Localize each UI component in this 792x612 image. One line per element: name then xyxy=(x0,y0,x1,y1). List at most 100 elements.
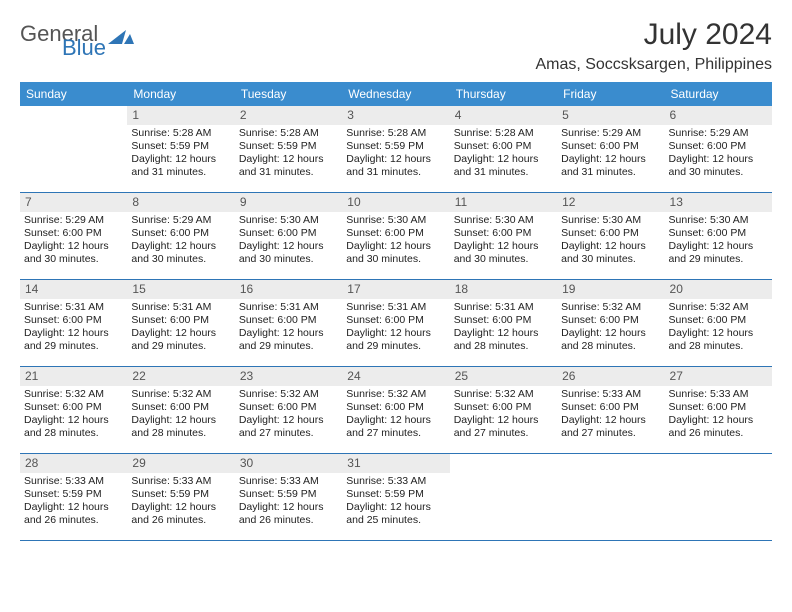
daylight-line: Daylight: 12 hours and 31 minutes. xyxy=(239,153,338,179)
day-body: Sunrise: 5:33 AMSunset: 5:59 PMDaylight:… xyxy=(20,473,127,532)
sunrise-line: Sunrise: 5:32 AM xyxy=(346,388,445,401)
sunrise-line: Sunrise: 5:31 AM xyxy=(454,301,553,314)
sunset-line: Sunset: 6:00 PM xyxy=(239,401,338,414)
day-number: 27 xyxy=(665,367,772,386)
sunrise-line: Sunrise: 5:32 AM xyxy=(131,388,230,401)
day-body: Sunrise: 5:33 AMSunset: 5:59 PMDaylight:… xyxy=(127,473,234,532)
sunset-line: Sunset: 6:00 PM xyxy=(669,314,768,327)
day-number: 20 xyxy=(665,280,772,299)
weekday-header-cell: Wednesday xyxy=(342,82,449,106)
day-number: 13 xyxy=(665,193,772,212)
sunset-line: Sunset: 6:00 PM xyxy=(346,314,445,327)
day-number xyxy=(450,454,557,473)
daylight-line: Daylight: 12 hours and 31 minutes. xyxy=(454,153,553,179)
day-body: Sunrise: 5:32 AMSunset: 6:00 PMDaylight:… xyxy=(342,386,449,445)
weekday-header-cell: Thursday xyxy=(450,82,557,106)
day-number: 22 xyxy=(127,367,234,386)
day-body: Sunrise: 5:30 AMSunset: 6:00 PMDaylight:… xyxy=(342,212,449,271)
sunrise-line: Sunrise: 5:30 AM xyxy=(239,214,338,227)
daylight-line: Daylight: 12 hours and 29 minutes. xyxy=(24,327,123,353)
daylight-line: Daylight: 12 hours and 28 minutes. xyxy=(131,414,230,440)
day-number: 25 xyxy=(450,367,557,386)
sunset-line: Sunset: 5:59 PM xyxy=(346,488,445,501)
month-title: July 2024 xyxy=(535,18,772,52)
sunrise-line: Sunrise: 5:28 AM xyxy=(239,127,338,140)
day-cell: 6Sunrise: 5:29 AMSunset: 6:00 PMDaylight… xyxy=(665,106,772,192)
daylight-line: Daylight: 12 hours and 28 minutes. xyxy=(24,414,123,440)
day-cell: 7Sunrise: 5:29 AMSunset: 6:00 PMDaylight… xyxy=(20,193,127,279)
daylight-line: Daylight: 12 hours and 30 minutes. xyxy=(346,240,445,266)
sunrise-line: Sunrise: 5:28 AM xyxy=(454,127,553,140)
day-number: 5 xyxy=(557,106,664,125)
day-cell: 13Sunrise: 5:30 AMSunset: 6:00 PMDayligh… xyxy=(665,193,772,279)
daylight-line: Daylight: 12 hours and 29 minutes. xyxy=(669,240,768,266)
sunrise-line: Sunrise: 5:29 AM xyxy=(669,127,768,140)
day-body: Sunrise: 5:31 AMSunset: 6:00 PMDaylight:… xyxy=(342,299,449,358)
day-cell: 3Sunrise: 5:28 AMSunset: 5:59 PMDaylight… xyxy=(342,106,449,192)
day-body: Sunrise: 5:28 AMSunset: 5:59 PMDaylight:… xyxy=(235,125,342,184)
sunset-line: Sunset: 6:00 PM xyxy=(669,140,768,153)
week-row: 28Sunrise: 5:33 AMSunset: 5:59 PMDayligh… xyxy=(20,454,772,541)
day-body: Sunrise: 5:28 AMSunset: 6:00 PMDaylight:… xyxy=(450,125,557,184)
day-body: Sunrise: 5:32 AMSunset: 6:00 PMDaylight:… xyxy=(557,299,664,358)
day-number: 12 xyxy=(557,193,664,212)
day-number: 11 xyxy=(450,193,557,212)
sunrise-line: Sunrise: 5:31 AM xyxy=(24,301,123,314)
sunset-line: Sunset: 6:00 PM xyxy=(669,401,768,414)
week-row: 1Sunrise: 5:28 AMSunset: 5:59 PMDaylight… xyxy=(20,106,772,193)
day-number: 18 xyxy=(450,280,557,299)
daylight-line: Daylight: 12 hours and 29 minutes. xyxy=(239,327,338,353)
day-body: Sunrise: 5:32 AMSunset: 6:00 PMDaylight:… xyxy=(127,386,234,445)
sunset-line: Sunset: 6:00 PM xyxy=(454,227,553,240)
day-cell: 8Sunrise: 5:29 AMSunset: 6:00 PMDaylight… xyxy=(127,193,234,279)
day-cell: 26Sunrise: 5:33 AMSunset: 6:00 PMDayligh… xyxy=(557,367,664,453)
day-number: 26 xyxy=(557,367,664,386)
weekday-header-cell: Tuesday xyxy=(235,82,342,106)
day-cell: 29Sunrise: 5:33 AMSunset: 5:59 PMDayligh… xyxy=(127,454,234,540)
day-body: Sunrise: 5:31 AMSunset: 6:00 PMDaylight:… xyxy=(450,299,557,358)
sunset-line: Sunset: 6:00 PM xyxy=(454,401,553,414)
sunset-line: Sunset: 5:59 PM xyxy=(131,488,230,501)
day-number: 1 xyxy=(127,106,234,125)
day-number: 28 xyxy=(20,454,127,473)
day-number xyxy=(665,454,772,473)
weekday-header-cell: Sunday xyxy=(20,82,127,106)
sunrise-line: Sunrise: 5:33 AM xyxy=(131,475,230,488)
sunrise-line: Sunrise: 5:30 AM xyxy=(561,214,660,227)
sunrise-line: Sunrise: 5:31 AM xyxy=(131,301,230,314)
sunset-line: Sunset: 5:59 PM xyxy=(24,488,123,501)
sunrise-line: Sunrise: 5:32 AM xyxy=(239,388,338,401)
day-cell: 25Sunrise: 5:32 AMSunset: 6:00 PMDayligh… xyxy=(450,367,557,453)
sunrise-line: Sunrise: 5:30 AM xyxy=(454,214,553,227)
day-cell: 30Sunrise: 5:33 AMSunset: 5:59 PMDayligh… xyxy=(235,454,342,540)
day-number xyxy=(557,454,664,473)
day-number: 17 xyxy=(342,280,449,299)
day-cell: 4Sunrise: 5:28 AMSunset: 6:00 PMDaylight… xyxy=(450,106,557,192)
day-cell: 31Sunrise: 5:33 AMSunset: 5:59 PMDayligh… xyxy=(342,454,449,540)
day-cell: 10Sunrise: 5:30 AMSunset: 6:00 PMDayligh… xyxy=(342,193,449,279)
day-cell xyxy=(557,454,664,540)
day-number: 9 xyxy=(235,193,342,212)
day-body: Sunrise: 5:30 AMSunset: 6:00 PMDaylight:… xyxy=(235,212,342,271)
day-body: Sunrise: 5:32 AMSunset: 6:00 PMDaylight:… xyxy=(665,299,772,358)
day-number: 23 xyxy=(235,367,342,386)
day-cell: 12Sunrise: 5:30 AMSunset: 6:00 PMDayligh… xyxy=(557,193,664,279)
day-body: Sunrise: 5:29 AMSunset: 6:00 PMDaylight:… xyxy=(20,212,127,271)
day-number: 6 xyxy=(665,106,772,125)
day-body: Sunrise: 5:32 AMSunset: 6:00 PMDaylight:… xyxy=(20,386,127,445)
day-cell: 28Sunrise: 5:33 AMSunset: 5:59 PMDayligh… xyxy=(20,454,127,540)
weekday-header-row: SundayMondayTuesdayWednesdayThursdayFrid… xyxy=(20,82,772,106)
week-row: 14Sunrise: 5:31 AMSunset: 6:00 PMDayligh… xyxy=(20,280,772,367)
sunrise-line: Sunrise: 5:28 AM xyxy=(131,127,230,140)
daylight-line: Daylight: 12 hours and 30 minutes. xyxy=(24,240,123,266)
daylight-line: Daylight: 12 hours and 25 minutes. xyxy=(346,501,445,527)
day-body: Sunrise: 5:31 AMSunset: 6:00 PMDaylight:… xyxy=(235,299,342,358)
day-body: Sunrise: 5:30 AMSunset: 6:00 PMDaylight:… xyxy=(557,212,664,271)
day-number: 16 xyxy=(235,280,342,299)
day-cell: 24Sunrise: 5:32 AMSunset: 6:00 PMDayligh… xyxy=(342,367,449,453)
day-number xyxy=(20,106,127,125)
sunset-line: Sunset: 6:00 PM xyxy=(239,227,338,240)
logo-triangle-icon xyxy=(108,28,134,53)
day-body: Sunrise: 5:29 AMSunset: 6:00 PMDaylight:… xyxy=(665,125,772,184)
day-body: Sunrise: 5:32 AMSunset: 6:00 PMDaylight:… xyxy=(450,386,557,445)
